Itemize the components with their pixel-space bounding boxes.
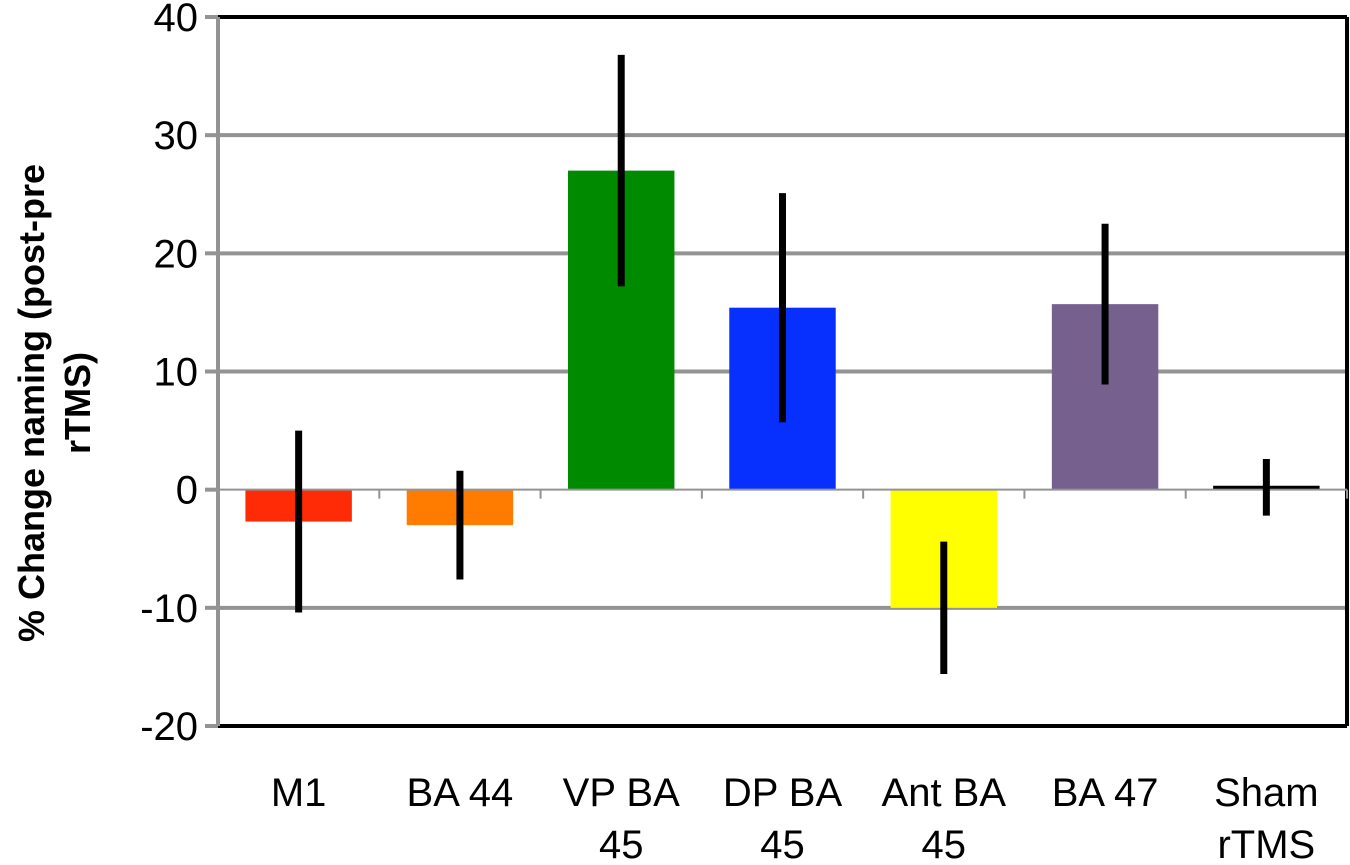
x-tick-label: BA 44 xyxy=(407,771,514,815)
y-tick-label: 0 xyxy=(176,469,198,513)
axes xyxy=(205,15,1349,728)
y-tick-label: -20 xyxy=(140,705,198,749)
y-tick-label: -10 xyxy=(140,587,198,631)
x-tick-label: VP BA xyxy=(563,771,680,815)
y-axis-label-line: % Change naming (post-pre xyxy=(11,164,52,642)
x-tick-label: M1 xyxy=(271,771,327,815)
x-tick-label: Ant BA xyxy=(882,771,1007,815)
x-tick-label: rTMS xyxy=(1217,823,1315,865)
x-tick-label: 45 xyxy=(760,823,805,865)
error-bars xyxy=(295,54,1320,675)
y-tick-labels: -20 -10 0 10 20 30 40 xyxy=(140,0,198,749)
x-tick-label: 45 xyxy=(922,823,967,865)
y-axis-label: % Change naming (post-pre rTMS) xyxy=(11,164,98,642)
x-tick-label: DP BA xyxy=(723,771,843,815)
y-tick-label: 30 xyxy=(154,114,199,158)
x-tick-label: 45 xyxy=(599,823,644,865)
y-tick-label: 20 xyxy=(154,232,199,276)
y-tick-label: 40 xyxy=(154,0,199,40)
x-tick-label: BA 47 xyxy=(1052,771,1159,815)
y-axis-label-line: rTMS) xyxy=(57,352,98,454)
x-tick-label: Sham xyxy=(1214,771,1319,815)
y-tick-label: 10 xyxy=(154,351,199,395)
x-tick-labels: M1 BA 44 VP BA 45 DP BA 45 Ant BA 45 BA 47 Sham rT… xyxy=(271,771,1319,865)
